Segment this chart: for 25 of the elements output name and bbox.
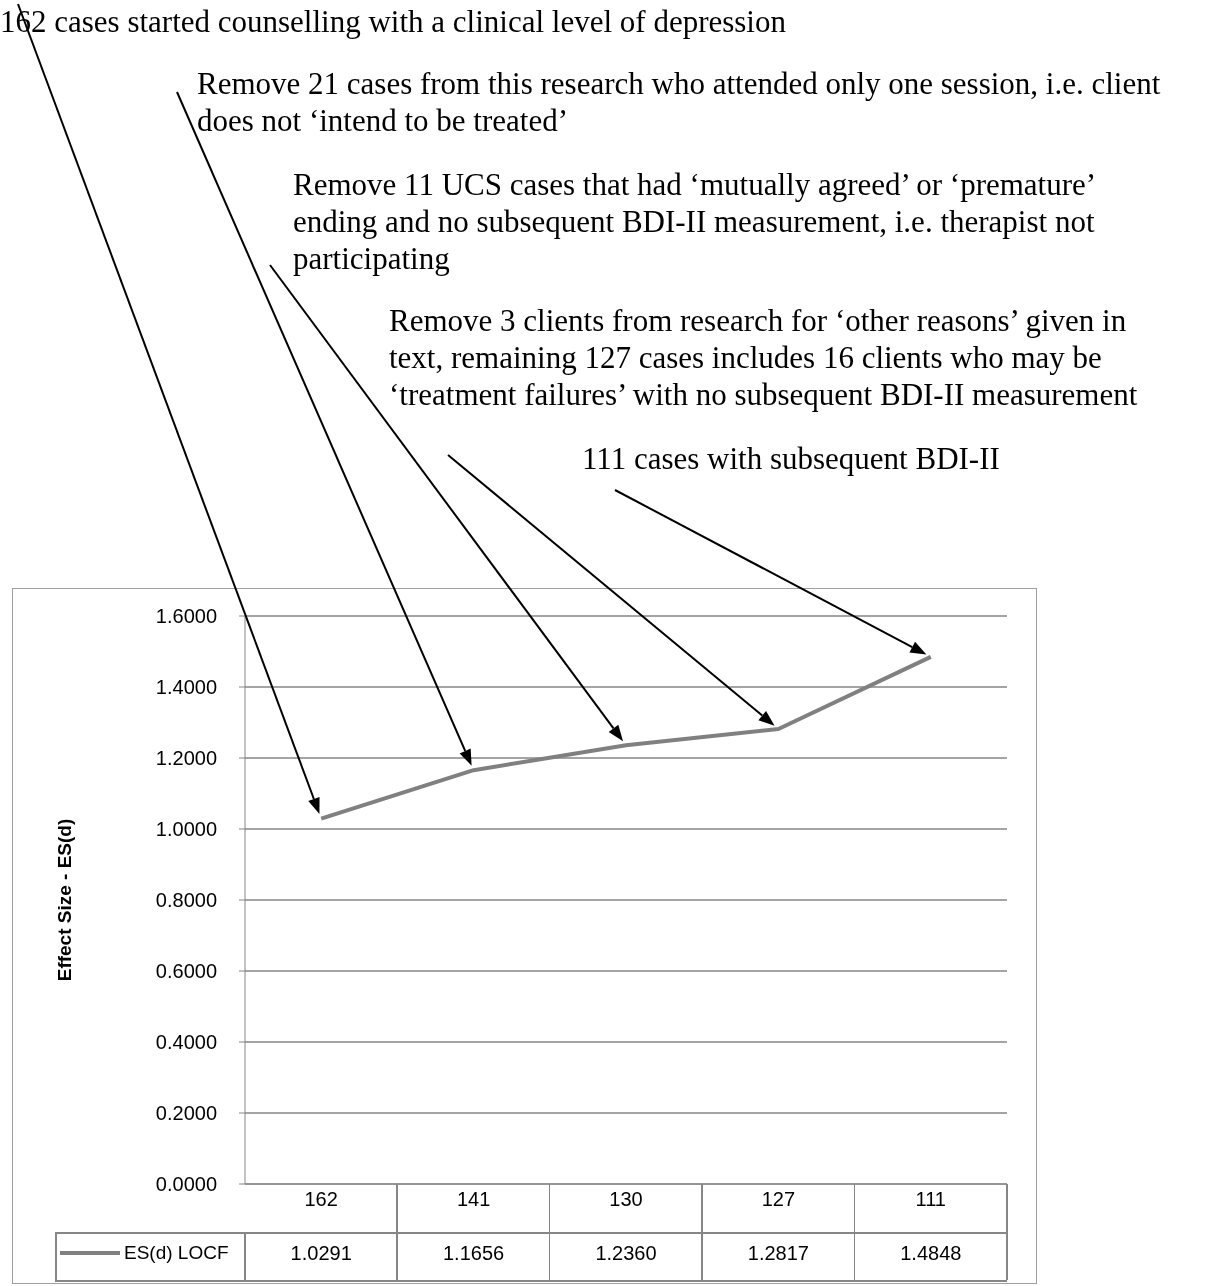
data-label: 1.2817	[746, 1242, 810, 1265]
data-label: 1.2360	[594, 1242, 658, 1265]
x-tick-label: 130	[609, 1188, 643, 1211]
data-label: 1.4848	[899, 1242, 963, 1265]
legend-label: ES(d) LOCF	[124, 1242, 229, 1264]
y-tick-label: 0.4000	[155, 1031, 217, 1054]
y-tick-label: 0.6000	[155, 960, 217, 983]
y-tick-label: 0.2000	[155, 1102, 217, 1125]
data-label: 1.1656	[442, 1242, 506, 1265]
y-tick-label: 0.0000	[155, 1173, 217, 1196]
y-tick-label: 0.8000	[155, 889, 217, 912]
x-tick-label: 111	[915, 1188, 946, 1211]
y-tick-label: 1.2000	[155, 747, 217, 770]
y-tick-label: 1.6000	[155, 605, 217, 628]
x-tick-label: 162	[304, 1188, 338, 1211]
text: 111 cases with subsequent BDI-II	[582, 440, 1001, 477]
data-label: 1.0291	[289, 1242, 353, 1265]
x-tick-label: 141	[456, 1188, 491, 1211]
y-axis-title: Effect Size - ES(d)	[53, 818, 75, 982]
y-tick-label: 1.4000	[155, 676, 217, 699]
text: Remove 21 cases from this research who attended only one session, i.e. client does not ‘intend to be treated’	[197, 65, 1162, 139]
y-tick-label: 1.0000	[155, 818, 217, 841]
text: Remove 3 clients from research for ‘other reasons’ given in text, remaining 127 cases includes 16 clients who may be ‘treatment failures’ with no subsequent BDI-II measurement	[389, 302, 1139, 413]
x-tick-label: 127	[761, 1188, 796, 1211]
text: Remove 11 UCS cases that had ‘mutually agreed’ or ‘premature’ ending and no subsequent BDI-II measurement, i.e. therapist not participating	[293, 166, 1096, 277]
